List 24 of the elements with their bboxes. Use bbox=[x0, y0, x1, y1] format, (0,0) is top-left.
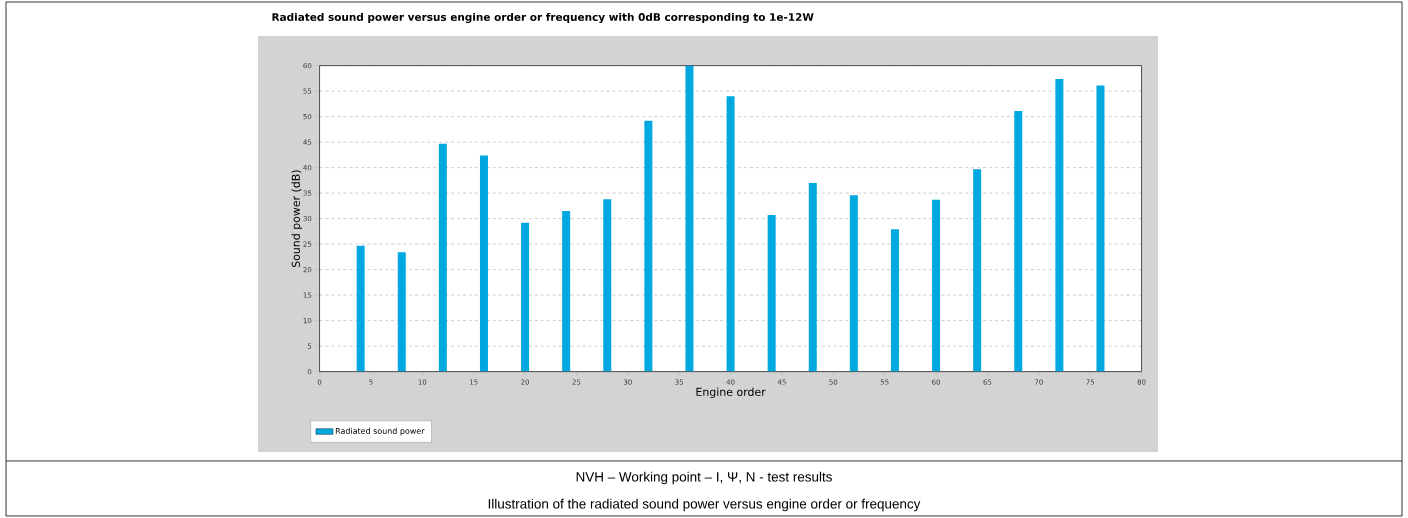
bar bbox=[397, 252, 406, 372]
chart-title: Radiated sound power versus engine order or frequency with 0dB corresponding to 1e-12W bbox=[272, 12, 814, 24]
bar bbox=[1055, 78, 1064, 372]
bar bbox=[479, 155, 488, 372]
bar bbox=[356, 245, 365, 372]
bar bbox=[890, 229, 899, 372]
bar bbox=[1014, 111, 1023, 372]
bar bbox=[685, 65, 694, 372]
y-axis-title: Sound power (dB) bbox=[291, 170, 303, 268]
bar bbox=[932, 199, 941, 372]
bar bbox=[603, 199, 612, 372]
bar bbox=[562, 210, 571, 372]
bar bbox=[808, 182, 817, 372]
text: NVH – Working point – I, Ψ, N - test results bbox=[576, 471, 832, 485]
bar bbox=[438, 143, 447, 372]
bar bbox=[726, 96, 735, 372]
text: Illustration of the radiated sound power versus engine order or frequency bbox=[488, 498, 921, 512]
bar bbox=[644, 120, 653, 372]
bar bbox=[767, 215, 776, 372]
bar bbox=[973, 169, 982, 372]
bar bbox=[521, 222, 530, 372]
bar bbox=[1096, 85, 1105, 372]
bar bbox=[849, 195, 858, 372]
x-axis-title: Engine order bbox=[696, 387, 766, 399]
